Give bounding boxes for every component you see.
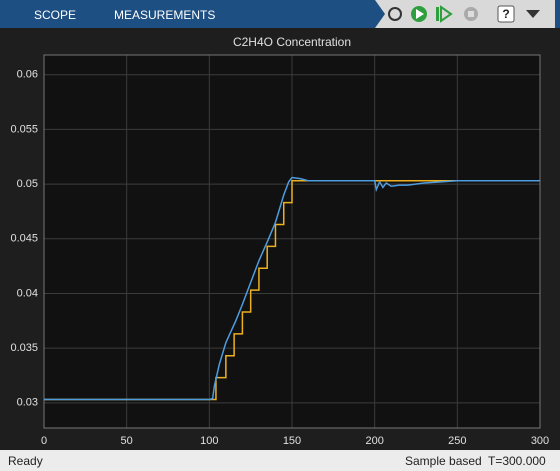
chart: C2H4O Concentration 0.03 0.035 0.04 0.045 0.… [10, 35, 549, 447]
status-text: Ready [8, 454, 43, 468]
status-mode: Sample based [405, 454, 482, 468]
y-tick-label: 0.06 [17, 69, 38, 81]
run-glyph [416, 9, 424, 19]
toolbar: SCOPE MEASUREMENTS ? [0, 0, 560, 28]
stop-glyph [468, 11, 474, 17]
y-tick-label: 0.05 [17, 178, 38, 190]
x-tick-label: 150 [283, 435, 301, 447]
y-tick-label: 0.035 [10, 342, 38, 354]
tab[interactable]: MEASUREMENTS [114, 8, 216, 22]
menu-icon[interactable] [526, 10, 540, 18]
y-tick-label: 0.04 [17, 287, 38, 299]
x-tick-label: 300 [531, 435, 549, 447]
series-line [44, 180, 540, 401]
settings-icon[interactable] [388, 7, 402, 21]
x-tick-label: 200 [365, 435, 383, 447]
help-icon[interactable] [497, 5, 515, 23]
help-glyph: ? [502, 7, 509, 21]
x-tick-label: 250 [448, 435, 466, 447]
status-bar: Ready Sample based T=300.000 [0, 450, 560, 471]
status-time: T=300.000 [488, 454, 546, 468]
step-icon[interactable] [436, 7, 439, 21]
x-tick-label: 100 [200, 435, 218, 447]
axes-box [43, 54, 541, 429]
chart-title: C2H4O Concentration [233, 35, 351, 49]
x-tick-label: 50 [121, 435, 133, 447]
tab[interactable]: SCOPE [34, 8, 77, 22]
y-tick-label: 0.045 [10, 233, 38, 245]
toolbar-icons: ? [375, 0, 555, 28]
series-line [44, 176, 540, 401]
y-tick-label: 0.03 [17, 397, 38, 409]
y-tick-label: 0.055 [10, 123, 38, 135]
x-tick-label: 0 [41, 435, 47, 447]
step-glyph [440, 5, 453, 23]
